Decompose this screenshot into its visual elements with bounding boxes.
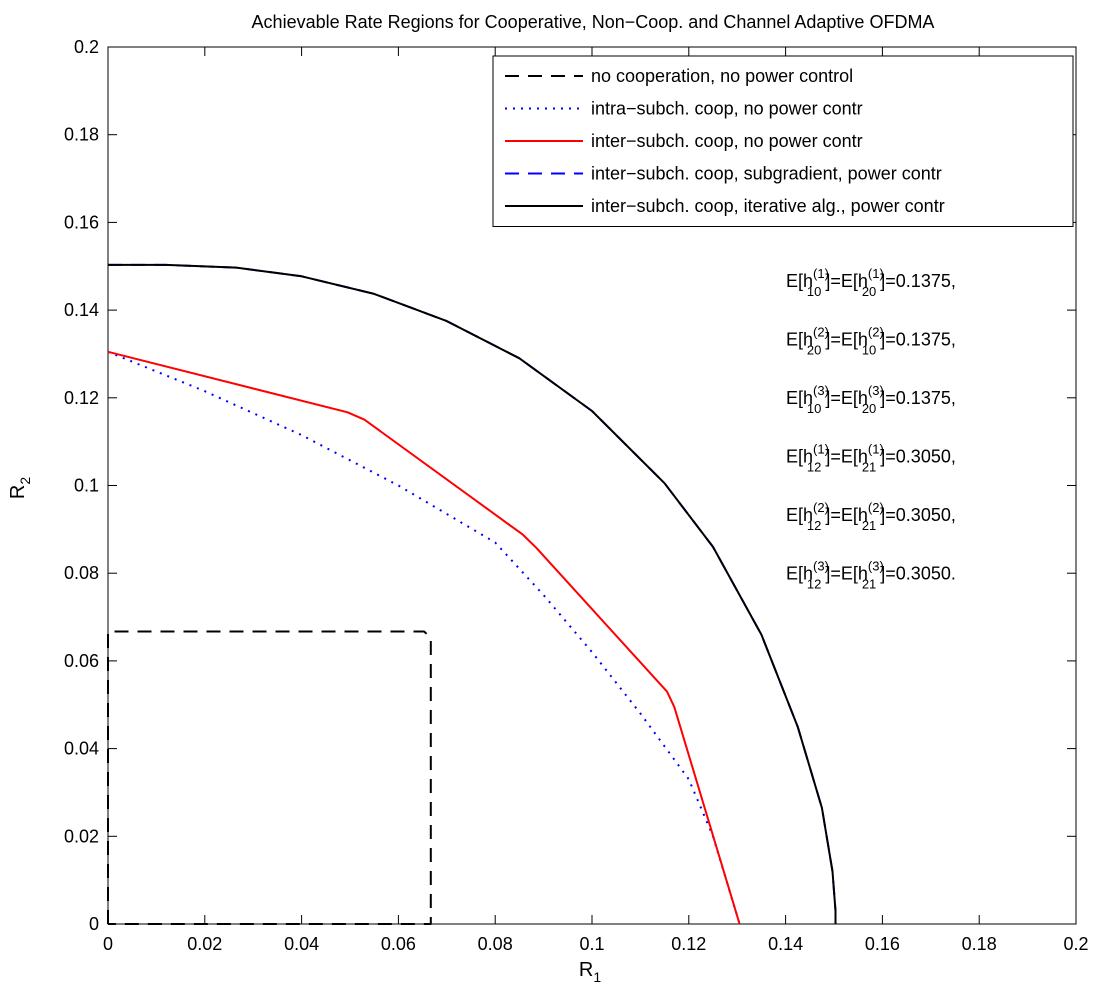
- x-axis-label-sub: 1: [593, 969, 601, 985]
- x-tick-label: 0.1: [579, 934, 604, 954]
- y-tick-label: 0.12: [64, 388, 99, 408]
- y-tick-label: 0.18: [64, 125, 99, 145]
- y-tick-label: 0: [89, 914, 99, 934]
- x-tick-label: 0.18: [962, 934, 997, 954]
- x-tick-label: 0: [103, 934, 113, 954]
- x-tick-label: 0.04: [284, 934, 319, 954]
- y-tick-label: 0.1: [74, 476, 99, 496]
- chart-title: Achievable Rate Regions for Cooperative,…: [252, 12, 935, 32]
- annotation-2: E[h(2) 20]=E[h(2) 10]=0.1375,: [786, 325, 956, 358]
- legend: no cooperation, no power control intra−su…: [492, 55, 1074, 227]
- series-lines: [107, 263, 837, 925]
- axis-ticks: 0 0.02 0.04 0.06 0.08 0.1 0.12 0.14 0.16 0.18 0.2 0…: [64, 37, 1089, 954]
- legend-label-5: inter−subch. coop, iterative alg., power…: [591, 196, 945, 216]
- x-axis-label-main: R: [579, 959, 593, 981]
- series-line-5: [108, 263, 837, 924]
- legend-label-3: inter−subch. coop, no power contr: [591, 131, 863, 151]
- y-tick-label: 0.2: [74, 37, 99, 57]
- annotation-4: E[h(1) 12]=E[h(1) 21]=0.3050,: [786, 442, 956, 475]
- legend-label-4: inter−subch. coop, subgradient, power co…: [591, 164, 942, 184]
- legend-label-1: no cooperation, no power control: [591, 66, 853, 86]
- x-tick-label: 0.06: [381, 934, 416, 954]
- x-axis-label: R1: [579, 959, 601, 985]
- y-axis-label-main: R: [7, 485, 29, 499]
- x-tick-label: 0.14: [768, 934, 803, 954]
- y-tick-label: 0.14: [64, 300, 99, 320]
- y-tick-label: 0.04: [64, 739, 99, 759]
- y-axis-label-sub: 2: [17, 477, 33, 485]
- legend-label-2: intra−subch. coop, no power contr: [591, 99, 863, 119]
- y-tick-label: 0.08: [64, 563, 99, 583]
- series-line-1: [107, 630, 432, 925]
- x-tick-label: 0.12: [671, 934, 706, 954]
- annotation-1: E[h(1) 10]=E[h(1) 20]=0.1375,: [786, 266, 956, 299]
- y-tick-label: 0.02: [64, 826, 99, 846]
- y-axis-label: R2: [7, 477, 33, 499]
- x-tick-label: 0.2: [1063, 934, 1088, 954]
- annotation-6: E[h(3) 12]=E[h(3) 21]=0.3050.: [786, 559, 956, 592]
- x-tick-label: 0.08: [478, 934, 513, 954]
- annotation-5: E[h(2) 12]=E[h(2) 21]=0.3050,: [786, 500, 956, 533]
- y-tick-label: 0.06: [64, 651, 99, 671]
- channel-annotations: E[h(1) 10]=E[h(1) 20]=0.1375, E[h(2) 20]=E[h…: [786, 266, 956, 592]
- y-tick-label: 0.16: [64, 212, 99, 232]
- annotation-3: E[h(3) 10]=E[h(3) 20]=0.1375,: [786, 383, 956, 416]
- series-line-3: [107, 350, 741, 925]
- x-tick-label: 0.02: [187, 934, 222, 954]
- x-tick-label: 0.16: [865, 934, 900, 954]
- legend-box: [492, 55, 1074, 227]
